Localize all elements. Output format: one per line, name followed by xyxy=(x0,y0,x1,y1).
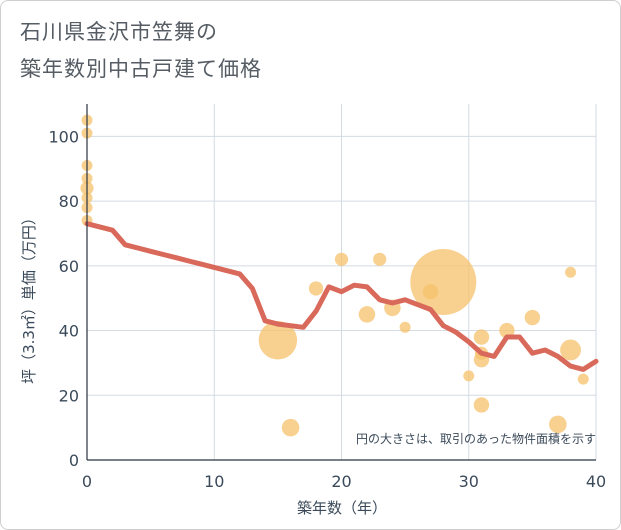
data-bubble xyxy=(473,329,490,345)
x-axis-label: 築年数（年） xyxy=(297,499,387,517)
bubble-size-note: 円の大きさは、取引のあった物件面積を示す xyxy=(356,431,596,446)
data-bubble xyxy=(410,249,477,315)
data-bubble xyxy=(308,281,324,296)
x-tick-label: 20 xyxy=(331,472,351,491)
axes: 0 10 20 30 40 0 20 40 60 80 100 xyxy=(48,104,606,491)
y-tick-label: 100 xyxy=(48,127,79,146)
data-bubble xyxy=(463,370,475,382)
y-tick-label: 0 xyxy=(69,451,79,470)
x-tick-label: 30 xyxy=(459,472,479,491)
y-tick-label: 80 xyxy=(59,192,79,211)
data-bubble xyxy=(560,339,581,361)
series-line-group xyxy=(84,221,599,372)
data-bubble xyxy=(577,373,589,385)
y-tick-label: 40 xyxy=(59,322,79,341)
data-bubble xyxy=(281,418,300,437)
chart-title-line2: 築年数別中古戸建て価格 xyxy=(20,57,262,81)
average-price-line xyxy=(84,221,599,372)
chart-title-line1: 石川県金沢市笠舞の xyxy=(20,20,218,44)
bubbles xyxy=(80,114,589,437)
y-tick-label: 60 xyxy=(59,257,79,276)
data-bubble xyxy=(524,309,541,326)
data-bubble xyxy=(549,415,567,434)
data-bubble xyxy=(258,321,298,360)
data-bubble xyxy=(373,252,387,266)
data-bubble xyxy=(399,321,411,333)
data-bubble xyxy=(565,266,577,278)
x-tick-label: 10 xyxy=(204,472,224,491)
grid xyxy=(86,104,597,461)
data-bubble xyxy=(334,252,349,266)
x-tick-label: 40 xyxy=(586,472,606,491)
data-bubble xyxy=(499,322,515,339)
data-bubble xyxy=(358,306,376,323)
x-tick-label: 0 xyxy=(82,472,92,491)
y-tick-label: 20 xyxy=(59,386,79,405)
data-bubble xyxy=(473,397,490,413)
y-axis-label: 坪（3.3㎡）単価（万円） xyxy=(20,210,38,384)
